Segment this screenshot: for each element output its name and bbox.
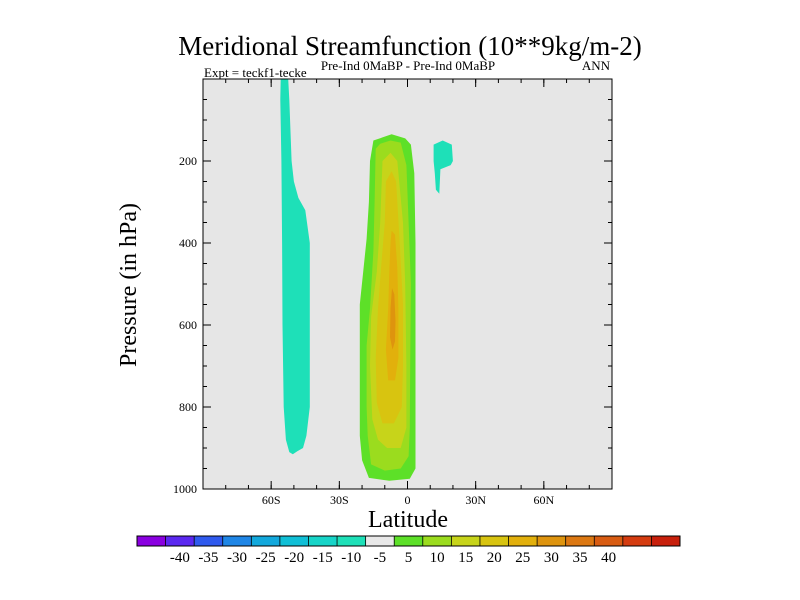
center-subtitle: Pre-Ind 0MaBP - Pre-Ind 0MaBP bbox=[321, 58, 495, 73]
x-tick-label: 0 bbox=[405, 493, 411, 507]
region-nh-negative-blob bbox=[433, 140, 453, 194]
colorbar-box bbox=[537, 536, 566, 546]
chart-title: Meridional Streamfunction (10**9kg/m-2) bbox=[178, 31, 641, 61]
y-axis-label: Pressure (in hPa) bbox=[116, 203, 142, 367]
region-contour-30 bbox=[390, 288, 396, 350]
colorbar-label: -35 bbox=[198, 550, 218, 566]
colorbar-label: -30 bbox=[227, 550, 247, 566]
colorbar-box bbox=[451, 536, 481, 546]
region-sh-negative-cell bbox=[280, 79, 310, 455]
colorbar-box bbox=[165, 536, 195, 546]
colorbar-box bbox=[194, 536, 224, 546]
colorbar-label: 25 bbox=[515, 550, 530, 566]
colorbar-label: 10 bbox=[430, 550, 445, 566]
colorbar-label: -25 bbox=[256, 550, 276, 566]
colorbar-box bbox=[594, 536, 624, 546]
y-tick-label: 1000 bbox=[173, 482, 197, 496]
colorbar-box bbox=[251, 536, 281, 546]
colorbar-box bbox=[365, 536, 395, 546]
colorbar: -40 -35 -30 -25 -20 -15 -10 -5 5 10 15 20 25 30 35 40 bbox=[136, 535, 681, 566]
left-subtitle: Expt = teckf1-tecke bbox=[204, 65, 307, 80]
contour-regions bbox=[280, 79, 453, 481]
y-tick-label: 200 bbox=[179, 154, 197, 168]
x-tick-label: 30S bbox=[330, 493, 349, 507]
axis-ticks: 60S 30S 0 30N 60N 200 400 600 800 1000 bbox=[173, 79, 612, 507]
colorbar-label: 5 bbox=[405, 550, 413, 566]
colorbar-label: -20 bbox=[284, 550, 304, 566]
colorbar-label: 35 bbox=[573, 550, 588, 566]
colorbar-box bbox=[222, 536, 252, 546]
colorbar-box bbox=[508, 536, 538, 546]
y-tick-label: 400 bbox=[179, 236, 197, 250]
y-tick-label: 600 bbox=[179, 318, 197, 332]
colorbar-box bbox=[565, 536, 595, 546]
colorbar-box bbox=[279, 536, 309, 546]
colorbar-label: 30 bbox=[544, 550, 559, 566]
x-axis-label: Latitude bbox=[368, 507, 448, 533]
colorbar-label: -15 bbox=[313, 550, 333, 566]
colorbar-label: -40 bbox=[170, 550, 190, 566]
colorbar-box bbox=[137, 536, 166, 546]
x-tick-label: 60S bbox=[262, 493, 281, 507]
colorbar-box bbox=[622, 536, 652, 546]
colorbar-box bbox=[337, 536, 366, 546]
colorbar-label: -5 bbox=[374, 550, 387, 566]
colorbar-box bbox=[422, 536, 452, 546]
colorbar-label: 15 bbox=[458, 550, 473, 566]
colorbar-box bbox=[394, 536, 424, 546]
right-subtitle: ANN bbox=[582, 58, 611, 73]
colorbar-box bbox=[308, 536, 338, 546]
colorbar-label: 40 bbox=[601, 550, 616, 566]
x-tick-label: 60N bbox=[533, 493, 554, 507]
colorbar-frame bbox=[136, 535, 681, 547]
x-tick-label: 30N bbox=[465, 493, 486, 507]
colorbar-box bbox=[479, 536, 509, 546]
colorbar-label: -10 bbox=[341, 550, 361, 566]
colorbar-label: 20 bbox=[487, 550, 502, 566]
colorbar-box bbox=[651, 536, 681, 546]
y-tick-label: 800 bbox=[179, 400, 197, 414]
